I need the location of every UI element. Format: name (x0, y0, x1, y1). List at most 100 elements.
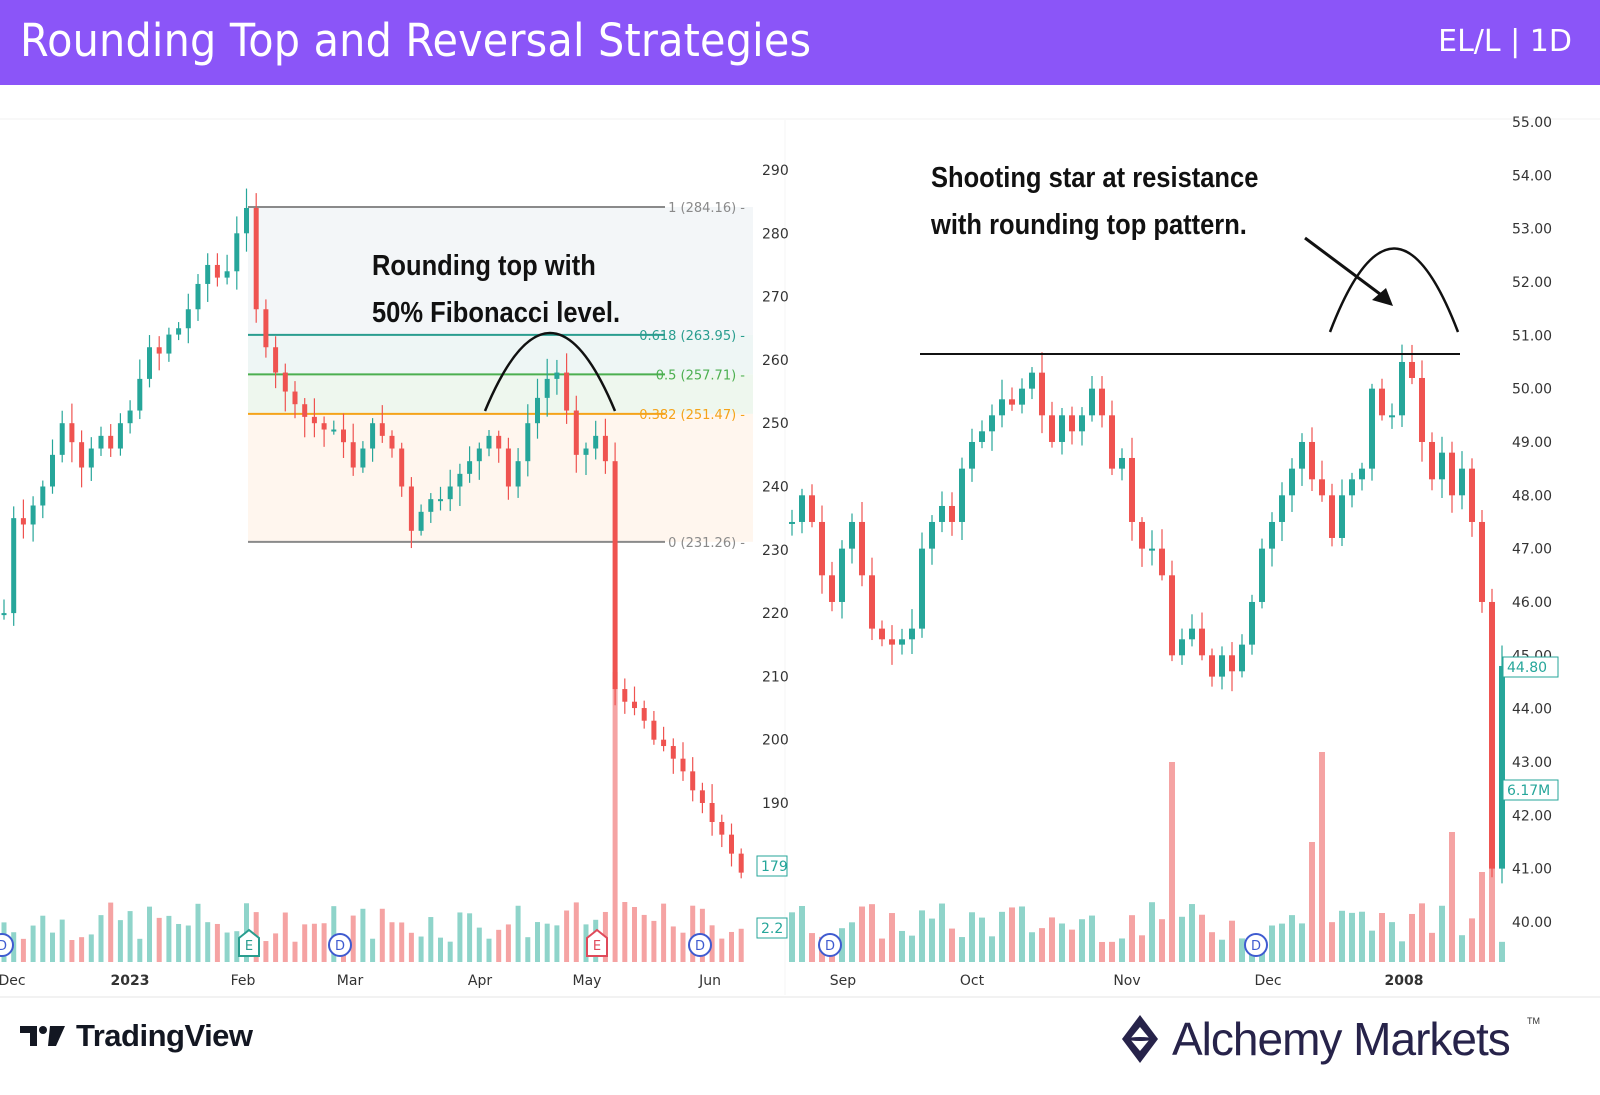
volume-bar (1469, 918, 1475, 962)
volume-bar (69, 939, 75, 962)
candle-body (709, 803, 715, 822)
volume-bar (622, 902, 628, 962)
y-axis-tick-label: 48.00 (1512, 488, 1552, 504)
volume-bar (438, 937, 443, 962)
right-rounding-top-arc (1328, 247, 1460, 333)
volume-bar (379, 908, 385, 962)
candle-body (1369, 388, 1375, 469)
volume-bar (515, 905, 521, 962)
dividend-event-icon (688, 933, 712, 957)
earnings-event-label: E (593, 939, 601, 954)
x-axis-tick-label: Dec (0, 973, 26, 989)
volume-bar (292, 941, 298, 962)
candle-body (1319, 479, 1325, 496)
y-axis-tick-label: 49.00 (1512, 435, 1552, 451)
volume-bar (939, 903, 945, 962)
volume-bar (919, 910, 925, 962)
earnings-event-icon (238, 928, 260, 957)
volume-bar (1359, 911, 1365, 962)
dividend-event-label: D (695, 939, 705, 954)
candle-body (253, 207, 259, 310)
volume-bar (1219, 939, 1225, 962)
candle-body (1059, 415, 1065, 442)
candle-body (244, 207, 249, 234)
fib-zone-fill (248, 334, 753, 375)
volume-bar (1329, 922, 1335, 962)
candle-body (1399, 361, 1405, 416)
volume-bar (859, 906, 865, 962)
volume-bar (1029, 932, 1035, 962)
candle-body (1119, 457, 1125, 469)
volume-bar (1349, 912, 1355, 962)
candle-body (1239, 644, 1245, 672)
candle-body (1149, 548, 1155, 551)
candle-body (79, 442, 85, 468)
candle-body (909, 628, 915, 640)
arrow-head-icon (1372, 288, 1393, 306)
candle-body (438, 499, 443, 502)
candle-body (1479, 521, 1485, 602)
volume-bar (879, 938, 885, 962)
candle-body (1159, 548, 1165, 576)
volume-bar (389, 922, 395, 962)
candle-body (651, 720, 657, 740)
candle-body (1089, 388, 1095, 416)
volume-bar (1079, 919, 1085, 962)
volume-bar (869, 904, 875, 962)
ticker-label: EL/L | 1D (1438, 24, 1572, 59)
page-title: Rounding Top and Reversal Strategies (20, 14, 812, 67)
candle-body (849, 521, 855, 549)
volume-bar (1019, 906, 1025, 962)
candle-body (108, 435, 114, 449)
x-axis-tick-label: Apr (468, 973, 492, 989)
volume-bar (949, 928, 955, 962)
volume-bar (282, 912, 288, 962)
volume-bar (370, 938, 376, 962)
y-axis-tick-label: 240 (762, 480, 789, 496)
candle-body (282, 372, 288, 392)
candle-body (457, 473, 463, 487)
candle-body (602, 435, 608, 462)
candle-body (535, 397, 540, 424)
right-annotation: Shooting star at resistance with roundin… (930, 160, 1258, 240)
volume-bar (350, 915, 356, 962)
dividend-event-icon (1244, 933, 1268, 957)
volume-bar (1419, 903, 1425, 962)
volume-bar (612, 672, 618, 962)
candle-body (949, 505, 955, 522)
y-axis-tick-label: 50.00 (1512, 382, 1552, 398)
candle-body (1419, 377, 1425, 442)
candle-body (573, 410, 579, 455)
candle-body (1349, 479, 1355, 496)
candle-body (1429, 441, 1435, 480)
volume-bar (573, 902, 579, 962)
volume-bar (719, 938, 725, 962)
volume-bar (564, 910, 570, 962)
alchemy-markets-logo: Alchemy Markets (1120, 1012, 1511, 1066)
volume-bar (1149, 902, 1155, 962)
volume-bar (117, 920, 123, 962)
volume-bar (98, 915, 104, 962)
candle-body (554, 372, 560, 379)
volume-bar (709, 925, 715, 962)
candle-body (1069, 415, 1075, 432)
y-axis-tick-label: 51.00 (1512, 328, 1552, 344)
dividend-event-label: D (1251, 939, 1261, 954)
candle-body (1379, 388, 1385, 416)
volume-bar (1139, 935, 1145, 962)
candle-body (1269, 521, 1275, 549)
volume-bar (147, 906, 152, 962)
last-price-tag (756, 855, 788, 877)
candle-body (418, 511, 424, 531)
volume-bar (1169, 762, 1175, 962)
dividend-event-icon (328, 933, 352, 957)
candle-body (1079, 415, 1085, 432)
volume-bar (156, 917, 162, 962)
candle-body (1459, 468, 1465, 496)
volume-bar (1369, 930, 1375, 962)
candle-body (476, 448, 482, 462)
candle-body (1259, 548, 1265, 602)
volume-bar (302, 924, 308, 962)
x-axis-tick-label: Feb (231, 973, 256, 989)
volume-bar (1269, 925, 1275, 962)
